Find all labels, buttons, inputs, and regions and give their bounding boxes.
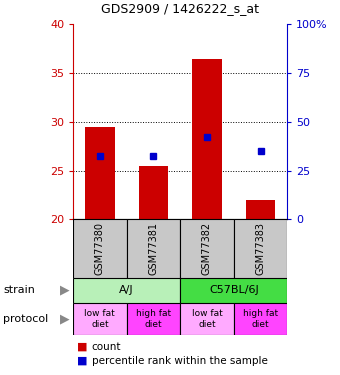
- Bar: [139, 166, 168, 219]
- Text: protocol: protocol: [3, 314, 49, 324]
- Text: A/J: A/J: [119, 285, 134, 295]
- Bar: [234, 219, 287, 278]
- Text: high fat
diet: high fat diet: [243, 309, 278, 328]
- Text: low fat
diet: low fat diet: [85, 309, 115, 328]
- Text: high fat
diet: high fat diet: [136, 309, 171, 328]
- Bar: [180, 303, 234, 335]
- Bar: [246, 200, 275, 219]
- Text: percentile rank within the sample: percentile rank within the sample: [92, 356, 268, 366]
- Bar: [126, 303, 180, 335]
- Bar: [73, 278, 180, 303]
- Text: ▶: ▶: [60, 284, 69, 297]
- Bar: [85, 127, 115, 219]
- Text: GSM77381: GSM77381: [149, 222, 158, 275]
- Bar: [126, 219, 180, 278]
- Text: GDS2909 / 1426222_s_at: GDS2909 / 1426222_s_at: [101, 2, 259, 15]
- Text: ▶: ▶: [60, 312, 69, 326]
- Bar: [180, 278, 287, 303]
- Text: count: count: [92, 342, 121, 352]
- Bar: [234, 303, 287, 335]
- Text: ■: ■: [76, 342, 87, 352]
- Text: C57BL/6J: C57BL/6J: [209, 285, 259, 295]
- Bar: [73, 303, 126, 335]
- Text: GSM77383: GSM77383: [256, 222, 266, 275]
- Text: low fat
diet: low fat diet: [192, 309, 222, 328]
- Text: strain: strain: [3, 285, 35, 295]
- Bar: [180, 219, 234, 278]
- Bar: [192, 58, 222, 219]
- Text: ■: ■: [76, 356, 87, 366]
- Text: GSM77380: GSM77380: [95, 222, 105, 275]
- Text: GSM77382: GSM77382: [202, 222, 212, 275]
- Bar: [73, 219, 126, 278]
